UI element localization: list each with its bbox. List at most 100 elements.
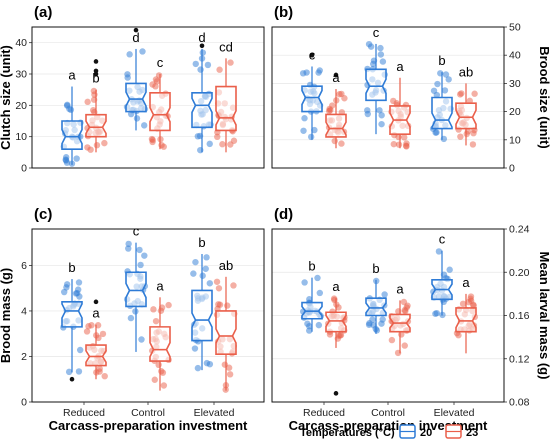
y-tick-label: 30 [15, 69, 27, 81]
y-tick-label: 40 [509, 50, 521, 62]
legend-label-23: 23 [466, 427, 478, 439]
data-point [227, 141, 234, 148]
significance-letter: a [332, 70, 340, 85]
data-point [401, 134, 408, 141]
box-elevated-20: b [429, 53, 454, 143]
box-body [325, 311, 347, 333]
data-point [299, 70, 307, 77]
data-point [125, 240, 132, 248]
data-point [65, 368, 73, 376]
box-body [149, 326, 171, 362]
significance-letter: c [157, 55, 164, 70]
outlier-point [69, 376, 75, 382]
box-control-20: d [123, 27, 149, 131]
outlier-point [93, 59, 99, 64]
legend-item-23: 23 [445, 424, 478, 439]
data-point [441, 87, 449, 94]
outlier-point [133, 27, 139, 33]
data-point [99, 330, 107, 338]
significance-letter: d [132, 30, 139, 45]
box-reduced-23: a [83, 299, 108, 380]
y-tick-label: 6 [21, 260, 27, 272]
y-tick-label: 4 [21, 305, 27, 317]
data-point [192, 258, 199, 266]
y-tick-label: 0 [21, 163, 27, 175]
box-body [365, 297, 387, 317]
data-point [138, 336, 145, 343]
data-point [204, 61, 212, 69]
data-point [219, 141, 226, 148]
box-body [61, 301, 83, 328]
data-point [306, 296, 313, 303]
data-point [469, 301, 477, 308]
y-tick-label: 20 [509, 106, 521, 118]
panel-d: 0.08 0.12 0.16 0.20 0.24 (d) Mean larval mass … [271, 206, 550, 433]
data-point [401, 306, 409, 314]
box-elevated-20: d [191, 30, 214, 154]
box-elevated-20: b [190, 235, 214, 372]
data-point [199, 272, 206, 279]
data-point [216, 66, 223, 73]
significance-letter: c [373, 25, 380, 40]
significance-letter: b [92, 71, 99, 86]
data-point [446, 266, 453, 273]
data-point [316, 289, 324, 297]
data-point [95, 334, 102, 342]
data-point [433, 309, 440, 317]
data-point [101, 372, 108, 380]
significance-letter: a [92, 306, 100, 321]
data-point [206, 280, 214, 287]
data-point [373, 327, 381, 334]
data-point [83, 328, 91, 335]
data-point [136, 246, 143, 254]
data-point [469, 141, 477, 148]
significance-letter: c [309, 47, 316, 62]
significance-letter: a [68, 68, 76, 83]
data-point [369, 316, 376, 323]
data-point [158, 141, 165, 149]
data-point [151, 376, 158, 383]
data-point [315, 321, 323, 329]
y-tick-label: 50 [509, 22, 521, 34]
y-tick-label: 0 [509, 163, 515, 175]
data-point [159, 369, 167, 376]
outlier-point [333, 391, 339, 396]
box-body [455, 307, 477, 333]
data-point [377, 44, 384, 52]
box-body [455, 102, 477, 130]
data-point [364, 110, 371, 118]
data-point [335, 304, 342, 311]
data-point [400, 298, 408, 306]
data-point [101, 139, 108, 147]
panel-a: 0 10 20 30 40 (a) Clutch size (unit) a d d b c cd [0, 4, 265, 175]
data-point [301, 115, 308, 122]
data-point [378, 112, 385, 119]
data-point [456, 91, 464, 98]
y-tick-label: 2 [21, 351, 27, 363]
data-point [301, 279, 308, 286]
y-tick-label: 0.16 [509, 310, 530, 322]
data-point [194, 364, 202, 372]
data-point [197, 66, 204, 73]
data-point [202, 265, 209, 272]
outlier-point [93, 68, 99, 74]
data-point [341, 95, 348, 102]
data-point [331, 137, 338, 145]
significance-letter: b [308, 259, 315, 274]
outlier-point [333, 72, 339, 78]
data-point [434, 80, 441, 88]
data-point [152, 83, 159, 90]
data-point [191, 345, 199, 352]
box-reduced-23: a [325, 279, 348, 396]
data-point [225, 364, 233, 371]
data-point [457, 133, 464, 140]
data-point [402, 142, 410, 149]
data-point [445, 76, 452, 83]
data-point [75, 279, 83, 286]
data-point [125, 245, 132, 252]
data-point [224, 302, 231, 309]
box-body [61, 120, 83, 150]
plot-frame-outline [31, 26, 265, 169]
data-point [442, 71, 450, 78]
